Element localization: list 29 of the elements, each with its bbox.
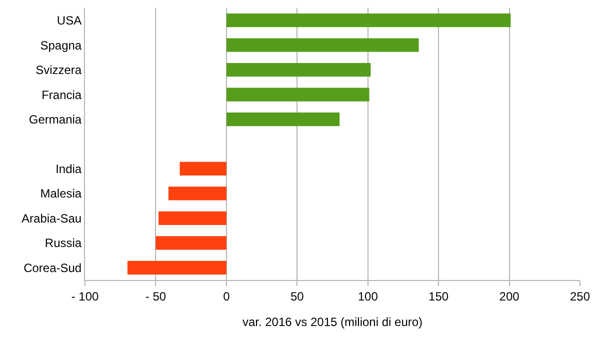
x-axis-title: var. 2016 vs 2015 (milioni di euro) [242, 315, 423, 329]
x-tick-label: - 100 [71, 289, 99, 304]
y-tick-label: Russia [44, 236, 82, 250]
bar [226, 63, 371, 77]
y-tick-label: Malesia [40, 186, 82, 201]
bar [226, 88, 370, 102]
x-tick-label: - 50 [145, 289, 166, 304]
bar [168, 186, 226, 200]
y-tick-label: Arabia-Sau [22, 211, 82, 226]
x-tick-label: 250 [570, 289, 590, 304]
bar [180, 162, 226, 176]
bar [158, 211, 226, 225]
bar [226, 14, 511, 28]
y-tick-label: USA [56, 14, 82, 28]
y-tick-label: Svizzera [36, 63, 82, 78]
bar [226, 112, 340, 126]
x-tick-label: 150 [428, 289, 449, 304]
y-tick-label: India [56, 162, 82, 176]
x-tick-label: 50 [290, 289, 304, 304]
y-tick-label: Corea-Sud [24, 260, 82, 275]
y-tick-label: Germania [28, 112, 82, 126]
bar [127, 260, 226, 274]
x-tick-label: 0 [223, 289, 230, 304]
bar [226, 38, 419, 52]
y-tick-label: Spagna [40, 38, 82, 52]
bar [156, 236, 226, 250]
y-tick-label: Francia [42, 88, 82, 102]
x-tick-label: 100 [358, 289, 378, 304]
x-tick-label: 200 [499, 289, 520, 304]
